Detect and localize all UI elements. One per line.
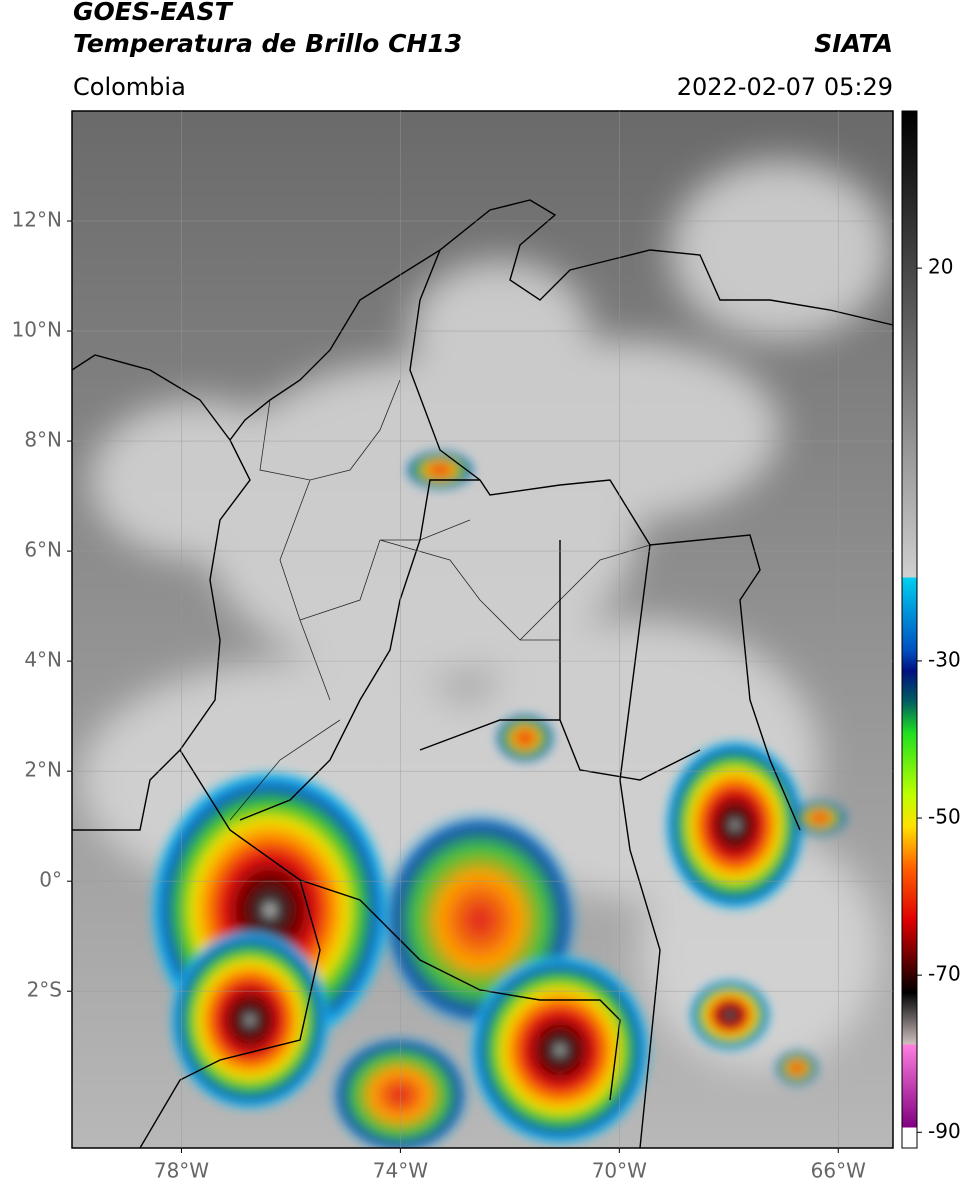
region-label: Colombia: [73, 73, 186, 101]
colorbar-tick-label: -70: [928, 962, 961, 986]
colorbar-tick-label: -30: [928, 647, 961, 671]
x-tick-label: 78°W: [154, 1159, 209, 1183]
x-tick-label: 70°W: [592, 1159, 647, 1183]
colorbar-tick-label: -50: [928, 805, 961, 829]
y-tick-label: 2°S: [27, 978, 62, 1002]
y-tick-label: 0°: [39, 868, 62, 892]
datetime-label: 2022-02-07 05:29: [677, 73, 893, 101]
y-tick-label: 6°N: [24, 538, 62, 562]
y-tick-label: 10°N: [12, 318, 62, 342]
colorbar-tick-label: -90: [928, 1119, 961, 1143]
y-tick-label: 4°N: [24, 648, 62, 672]
product-title: Temperatura de Brillo CH13: [73, 29, 462, 58]
y-tick-label: 12°N: [12, 208, 62, 232]
satellite-title: GOES-EAST: [73, 0, 234, 26]
satellite-image: [72, 111, 893, 1148]
map-frame: [71, 110, 894, 1149]
colorbar-tick-label: 20: [928, 255, 953, 279]
y-tick-label: 2°N: [24, 758, 62, 782]
x-tick-label: 66°W: [811, 1159, 866, 1183]
source-label: SIATA: [814, 29, 893, 58]
x-tick-label: 74°W: [373, 1159, 428, 1183]
colorbar: [901, 110, 918, 1149]
y-tick-label: 8°N: [24, 428, 62, 452]
